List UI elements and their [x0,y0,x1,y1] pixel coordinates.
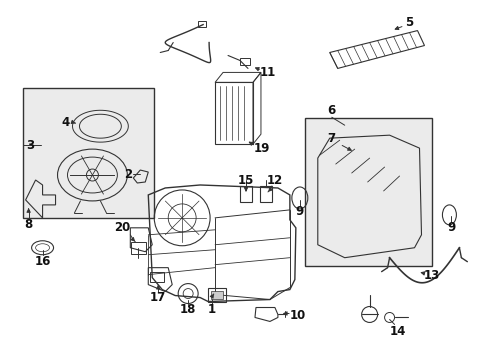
Text: 8: 8 [24,218,33,231]
Bar [240,186,251,202]
Text: 2: 2 [124,167,132,180]
Text: 13: 13 [423,269,439,282]
Text: 14: 14 [388,325,405,338]
Text: 4: 4 [61,116,69,129]
Text: 9: 9 [295,205,304,219]
Bar [131,242,146,254]
Text: 5: 5 [405,16,413,29]
Text: 15: 15 [237,174,254,186]
Bar [215,82,252,144]
Text: 11: 11 [259,66,276,79]
Text: 18: 18 [180,303,196,316]
Text: 6: 6 [327,104,335,117]
Text: 16: 16 [34,255,51,268]
Bar [198,21,205,27]
Bar [304,118,431,266]
Text: 3: 3 [26,139,35,152]
Text: 12: 12 [266,174,283,186]
Bar [211,291,223,298]
Bar [150,272,164,282]
Text: 20: 20 [114,221,130,234]
Text: 1: 1 [207,303,216,316]
Bar [208,288,225,302]
Text: 7: 7 [327,132,335,145]
Text: 17: 17 [150,291,166,304]
Text: 9: 9 [447,221,455,234]
Bar [240,58,249,66]
Text: 19: 19 [253,141,269,155]
Bar [260,186,271,202]
Bar [22,88,154,218]
Text: 10: 10 [289,309,305,322]
